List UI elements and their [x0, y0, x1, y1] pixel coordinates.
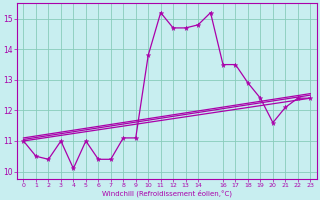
X-axis label: Windchill (Refroidissement éolien,°C): Windchill (Refroidissement éolien,°C) [102, 189, 232, 197]
